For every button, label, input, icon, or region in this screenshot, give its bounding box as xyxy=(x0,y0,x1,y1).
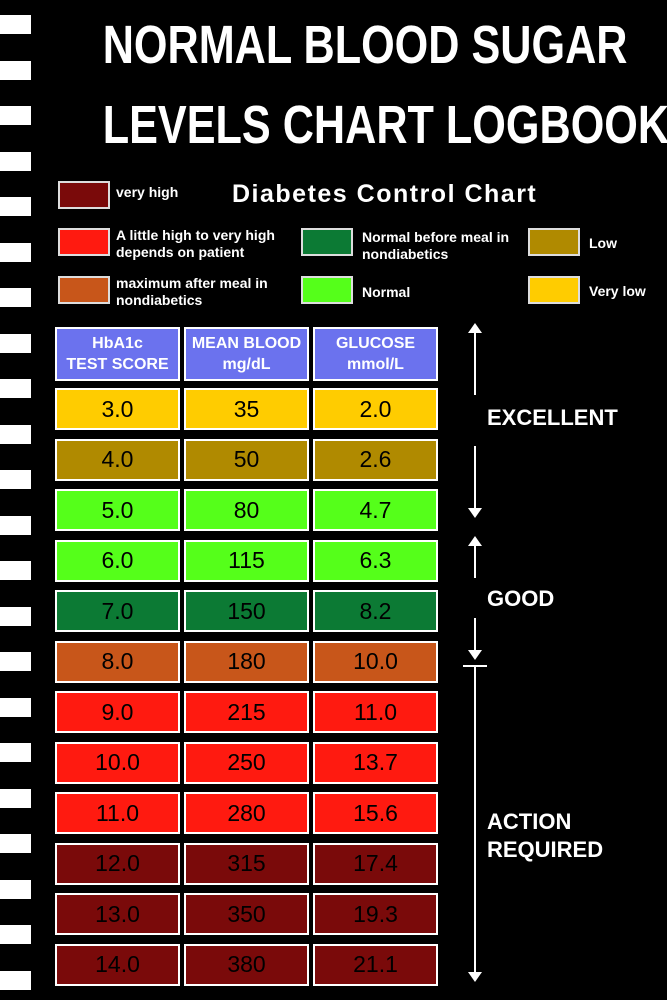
table-cell: 350 xyxy=(184,893,309,935)
table-cell: 10.0 xyxy=(55,741,180,784)
binding-stripe xyxy=(0,652,31,671)
table-cell: 50 xyxy=(184,438,309,481)
title-line-1: NORMAL BLOOD SUGAR xyxy=(102,15,628,75)
table-cell: 280 xyxy=(184,792,309,834)
table-cell: 315 xyxy=(184,842,309,885)
legend-swatch-normal xyxy=(301,276,353,304)
zone-action-required: ACTION REQUIRED xyxy=(487,806,604,866)
table-cell: 11.0 xyxy=(55,792,180,834)
arrow-down-icon xyxy=(468,665,482,982)
table-cell: 3.0 xyxy=(55,388,180,430)
binding-stripe xyxy=(0,697,31,717)
table-cell: 7.0 xyxy=(55,590,180,632)
table-cell: 6.0 xyxy=(55,539,180,582)
table-cell: 11.0 xyxy=(313,691,438,733)
column-header-line: MEAN BLOOD xyxy=(191,335,302,352)
column-header: MEAN BLOOD mg/dL xyxy=(184,327,309,381)
binding-stripe xyxy=(0,561,31,580)
column-header: GLUCOSE mmol/L xyxy=(313,327,438,381)
binding-stripe xyxy=(0,333,31,353)
binding-stripe xyxy=(0,197,31,216)
binding-stripe xyxy=(0,424,31,444)
table-cell: 13.7 xyxy=(313,741,438,784)
table-cell: 17.4 xyxy=(313,842,438,885)
binding-stripe xyxy=(0,15,31,34)
legend-swatch-very-high xyxy=(58,181,110,209)
table-cell: 2.6 xyxy=(313,438,438,481)
legend-label: maximum after meal in nondiabetics xyxy=(116,275,268,308)
binding-stripe xyxy=(0,379,31,398)
legend-label: very high xyxy=(116,184,179,200)
table-cell: 15.6 xyxy=(313,792,438,834)
column-header-line: mg/dL xyxy=(222,356,271,373)
binding-stripe xyxy=(0,151,31,171)
binding-stripe xyxy=(0,60,31,80)
table-cell: 80 xyxy=(184,489,309,531)
legend-swatch-low xyxy=(528,228,580,256)
table-cell: 380 xyxy=(184,943,309,986)
legend-swatch-little-high xyxy=(58,228,110,256)
table-cell: 4.0 xyxy=(55,438,180,481)
legend-label: Normal before meal in nondiabetics xyxy=(362,229,510,262)
legend-label: Normal xyxy=(362,284,411,300)
binding-stripe xyxy=(0,970,31,990)
binding-stripe xyxy=(0,106,31,125)
binding-stripe xyxy=(0,925,31,944)
zone-action-line-1: ACTION xyxy=(487,809,572,834)
zone-action-line-2: REQUIRED xyxy=(487,837,604,862)
table-cell: 250 xyxy=(184,741,309,784)
binding-stripe xyxy=(0,515,31,535)
column-header-line: mmol/L xyxy=(347,356,404,373)
binding-stripe xyxy=(0,288,31,307)
zone-good: GOOD xyxy=(487,586,555,611)
column-header-line: GLUCOSE xyxy=(335,335,416,352)
legend-label: A little high to very high depends on pa… xyxy=(116,227,275,260)
table-cell: 12.0 xyxy=(55,842,180,885)
table-cell: 35 xyxy=(184,388,309,430)
legend-label: Very low xyxy=(589,283,646,299)
legend-label: Low xyxy=(589,235,617,251)
table-cell: 8.0 xyxy=(55,640,180,683)
binding-stripe xyxy=(0,834,31,853)
table-cell: 150 xyxy=(184,590,309,632)
binding-stripe xyxy=(0,242,31,262)
binding-stripe xyxy=(0,879,31,899)
zone-excellent: EXCELLENT xyxy=(487,405,618,430)
table-cell: 8.2 xyxy=(313,590,438,632)
arrow-down-icon xyxy=(468,446,482,518)
table-cell: 19.3 xyxy=(313,893,438,935)
table-cell: 115 xyxy=(184,539,309,582)
arrow-up-icon xyxy=(468,323,482,395)
table-cell: 13.0 xyxy=(55,893,180,935)
column-header-line: HbA1c xyxy=(92,335,143,352)
arrow-down-icon xyxy=(468,618,482,660)
table-cell: 5.0 xyxy=(55,489,180,531)
table-cell: 21.1 xyxy=(313,943,438,986)
column-header-line: TEST SCORE xyxy=(66,356,169,373)
binding-stripe xyxy=(0,470,31,489)
arrow-up-icon xyxy=(468,536,482,578)
table-cell: 180 xyxy=(184,640,309,683)
legend-swatch-max-after-meal xyxy=(58,276,110,304)
legend-swatch-normal-before-meal xyxy=(301,228,353,256)
table-cell: 215 xyxy=(184,691,309,733)
title-line-2: LEVELS CHART LOGBOOK xyxy=(102,95,667,155)
binding-stripe xyxy=(0,788,31,808)
table-cell: 14.0 xyxy=(55,943,180,986)
binding-stripe xyxy=(0,606,31,626)
subtitle: Diabetes Control Chart xyxy=(232,180,538,208)
table-cell: 10.0 xyxy=(313,640,438,683)
table-cell: 9.0 xyxy=(55,691,180,733)
table-cell: 6.3 xyxy=(313,539,438,582)
legend-swatch-very-low xyxy=(528,276,580,304)
table-cell: 2.0 xyxy=(313,388,438,430)
table-cell: 4.7 xyxy=(313,489,438,531)
binding-stripe xyxy=(0,743,31,762)
column-header: HbA1c TEST SCORE xyxy=(55,327,180,381)
